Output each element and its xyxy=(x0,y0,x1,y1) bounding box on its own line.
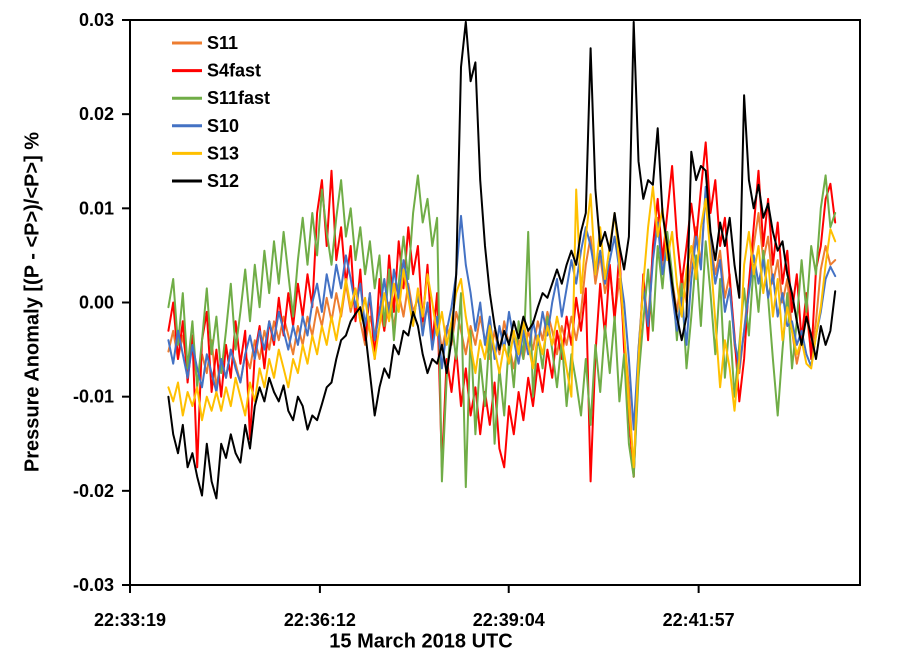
legend-label-s11fast: S11fast xyxy=(207,88,270,108)
x-tick-label: 22:36:12 xyxy=(284,610,356,630)
series-line-s13 xyxy=(167,185,837,469)
y-tick-label: 0.02 xyxy=(79,104,114,124)
series-line-s12 xyxy=(167,20,837,500)
y-tick-label: 0.03 xyxy=(79,10,114,30)
y-tick-label: 0.00 xyxy=(79,293,114,313)
legend-label-s11: S11 xyxy=(207,33,238,53)
x-tick-label: 22:33:19 xyxy=(94,610,166,630)
legend-label-s4fast: S4fast xyxy=(207,61,261,81)
x-tick-label: 22:39:04 xyxy=(473,610,545,630)
y-tick-label: -0.03 xyxy=(73,575,114,595)
legend-label-s13: S13 xyxy=(207,143,239,163)
y-axis-title: Pressure Anomaly [(P - <P>)/<P>] % xyxy=(21,131,44,473)
series-line-s4fast xyxy=(167,141,837,483)
legend-label-s10: S10 xyxy=(207,116,239,136)
y-tick-label: -0.01 xyxy=(73,387,114,407)
x-tick-label: 22:41:57 xyxy=(663,610,735,630)
legend-label-s12: S12 xyxy=(207,171,239,191)
series-line-s11fast xyxy=(167,174,837,489)
y-tick-label: -0.02 xyxy=(73,481,114,501)
x-axis-title: 15 March 2018 UTC xyxy=(329,630,513,653)
y-tick-label: 0.01 xyxy=(79,198,114,218)
